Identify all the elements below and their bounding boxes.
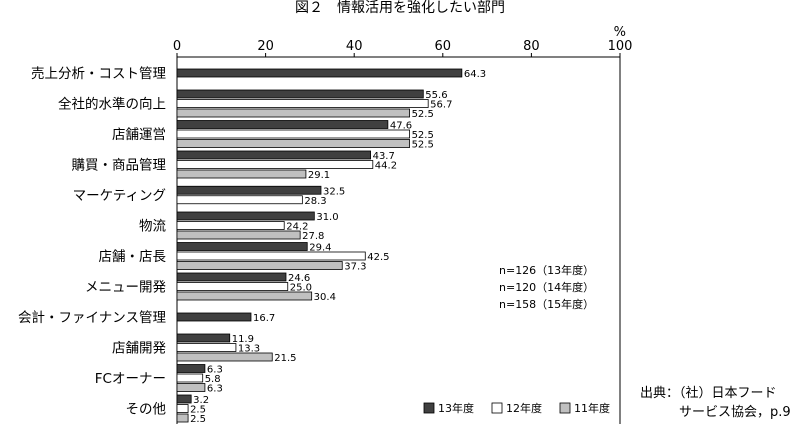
bar xyxy=(176,394,192,404)
bar xyxy=(176,352,273,362)
source-line: 出典：（社）日本フード xyxy=(640,386,777,401)
bar xyxy=(176,129,410,139)
bar xyxy=(176,89,424,99)
data-label: 29.4 xyxy=(309,243,331,254)
legend-swatch xyxy=(559,402,571,414)
category-label: 店舗開発 xyxy=(112,341,166,357)
category-label: その他 xyxy=(126,402,167,418)
data-label: 52.5 xyxy=(412,109,434,120)
legend-swatch xyxy=(491,402,503,414)
data-label: 64.3 xyxy=(464,69,486,80)
category-label: 売上分析・コスト管理 xyxy=(31,66,166,82)
data-label: 44.2 xyxy=(375,161,397,172)
data-label: 56.7 xyxy=(430,100,452,111)
bar xyxy=(176,413,189,423)
x-tick-label: 100 xyxy=(608,39,633,54)
data-label: 27.8 xyxy=(302,231,324,242)
legend-swatch xyxy=(423,402,435,414)
data-label: 37.3 xyxy=(344,262,366,273)
data-label: 31.0 xyxy=(316,212,338,223)
legend-label: 11年度 xyxy=(574,401,610,415)
bar xyxy=(176,261,343,270)
bar xyxy=(176,160,374,169)
bar xyxy=(176,333,231,343)
data-label: 28.3 xyxy=(304,196,326,207)
bar xyxy=(176,242,308,251)
bar xyxy=(176,108,410,118)
unit-label: % xyxy=(614,25,626,40)
data-label: 11.9 xyxy=(232,334,254,345)
data-label: 2.5 xyxy=(190,405,206,416)
data-label: 52.5 xyxy=(412,130,434,141)
sample-size-note: n=120（14年度） xyxy=(499,281,595,294)
bar xyxy=(176,272,287,282)
data-label: 24.2 xyxy=(286,222,308,233)
bar xyxy=(176,230,301,240)
plot-frame xyxy=(176,56,621,424)
bar xyxy=(176,373,204,383)
data-label: 5.8 xyxy=(205,374,221,385)
category-label: 物流 xyxy=(139,219,166,235)
bar xyxy=(176,120,389,129)
bar xyxy=(176,139,410,148)
data-label: 6.3 xyxy=(207,365,223,376)
data-label: 3.2 xyxy=(193,395,209,406)
bar xyxy=(176,169,307,179)
category-label: 購買・商品管理 xyxy=(72,158,167,174)
x-tick-label: 80 xyxy=(523,39,540,54)
data-label: 47.6 xyxy=(390,121,412,132)
bar xyxy=(176,195,303,205)
bar xyxy=(176,99,429,108)
data-label: 2.5 xyxy=(190,414,206,424)
legend-label: 13年度 xyxy=(438,401,474,415)
data-label: 32.5 xyxy=(323,186,345,197)
data-label: 42.5 xyxy=(367,252,389,263)
data-label: 13.3 xyxy=(238,344,260,355)
data-label: 43.7 xyxy=(373,151,395,162)
bar xyxy=(176,364,206,373)
data-label: 6.3 xyxy=(207,384,223,395)
bar xyxy=(176,312,252,322)
bar xyxy=(176,251,366,261)
x-tick-label: 60 xyxy=(435,39,452,54)
bar xyxy=(176,211,315,221)
bar xyxy=(176,343,237,352)
bar xyxy=(176,282,289,291)
source-note: 出典：（社）日本フード サービス協会，p.9 xyxy=(640,384,791,422)
x-tick-label: 0 xyxy=(173,39,181,54)
bar xyxy=(176,291,313,301)
category-label: 会計・ファイナンス管理 xyxy=(18,310,166,326)
data-label: 25.0 xyxy=(290,283,312,294)
bar xyxy=(176,185,322,195)
bar xyxy=(176,383,206,392)
category-label: 全社的水準の向上 xyxy=(58,96,166,113)
category-label: メニュー開発 xyxy=(85,280,166,296)
category-label: マーケティング xyxy=(73,188,166,204)
data-label: 21.5 xyxy=(274,353,296,364)
bar xyxy=(176,404,189,413)
sample-size-note: n=126（13年度） xyxy=(499,264,595,277)
data-label: 16.7 xyxy=(253,313,275,324)
legend-label: 12年度 xyxy=(506,401,542,415)
data-label: 55.6 xyxy=(425,90,447,101)
sample-size-note: n=158（15年度） xyxy=(499,298,595,311)
bar xyxy=(176,68,463,78)
category-label: 店舗・店長 xyxy=(99,249,167,265)
data-label: 29.1 xyxy=(308,170,330,181)
bar xyxy=(176,150,371,160)
data-label: 30.4 xyxy=(314,292,336,303)
data-label: 52.5 xyxy=(412,140,434,151)
category-label: FCオーナー xyxy=(95,371,166,387)
category-label: 店舗運営 xyxy=(112,127,166,143)
x-tick-label: 20 xyxy=(257,39,274,54)
source-line: サービス協会，p.9 xyxy=(640,405,791,420)
chart-title: 図２ 情報活用を強化したい部門 xyxy=(295,0,505,16)
data-label: 24.6 xyxy=(288,273,310,284)
x-tick-label: 40 xyxy=(346,39,363,54)
sample-size-notes: n=126（13年度） n=120（14年度） n=158（15年度） xyxy=(499,262,594,313)
bar xyxy=(176,221,285,230)
